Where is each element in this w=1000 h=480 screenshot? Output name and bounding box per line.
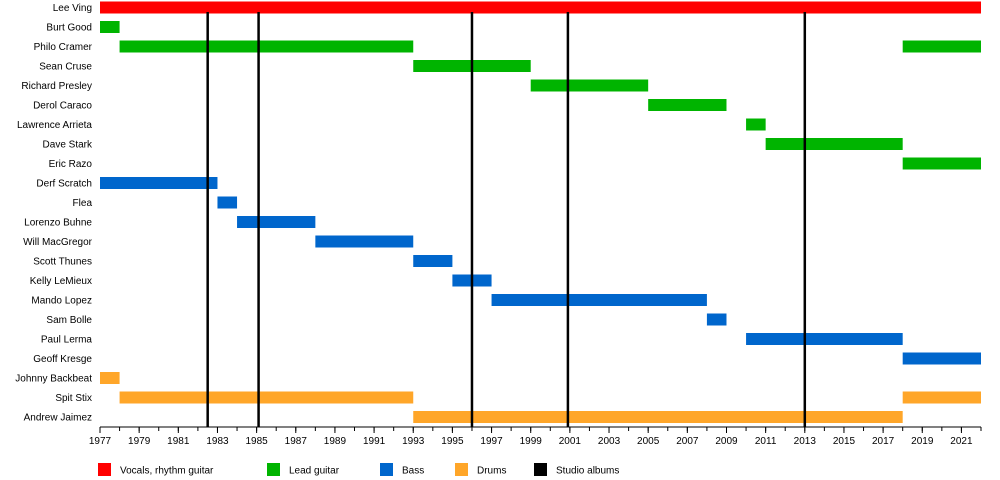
bar-sam-bolle-bass-0 (706, 313, 727, 326)
legend-label-albums: Studio albums (556, 466, 619, 477)
x-tick-label-1985: 1985 (245, 436, 268, 447)
member-name-flea: Flea (73, 198, 93, 209)
member-name-mando-lopez: Mando Lopez (31, 296, 92, 307)
x-tick-label-2021: 2021 (950, 436, 973, 447)
member-name-derol-caraco: Derol Caraco (33, 101, 92, 112)
bar-derol-caraco-lead-0 (648, 99, 727, 111)
member-name-eric-razo: Eric Razo (49, 159, 93, 170)
member-name-lee-ving: Lee Ving (53, 3, 92, 14)
member-names: Lee Ving Burt Good Philo Cramer Sean Cruse R… (15, 3, 93, 424)
legend-swatch-drums (455, 463, 468, 476)
member-bars (100, 1, 981, 423)
x-tick-label-1979: 1979 (128, 436, 151, 447)
member-name-sean-cruse: Sean Cruse (39, 62, 92, 73)
x-tick-label-2009: 2009 (715, 436, 738, 447)
member-name-dave-stark: Dave Stark (43, 140, 93, 151)
x-tick-label-1987: 1987 (285, 436, 308, 447)
x-tick-label-1993: 1993 (402, 436, 425, 447)
x-tick-label-2019: 2019 (911, 436, 934, 447)
legend-label-bass: Bass (402, 466, 424, 477)
member-name-geoff-kresge: Geoff Kresge (33, 354, 92, 365)
member-name-kelly-lemieux: Kelly LeMieux (30, 276, 92, 287)
x-tick-label-1977: 1977 (89, 436, 112, 447)
legend-label-vocals: Vocals, rhythm guitar (120, 466, 214, 477)
bar-flea-bass-0 (217, 196, 238, 209)
x-tick-label-1999: 1999 (520, 436, 543, 447)
x-tick-label-1989: 1989 (324, 436, 347, 447)
legend: Vocals, rhythm guitar Lead guitar Bass Drum… (98, 463, 619, 477)
bar-derf-scratch-bass-0 (100, 177, 218, 189)
x-tick-label-1997: 1997 (480, 436, 503, 447)
member-name-sam-bolle: Sam Bolle (46, 315, 92, 326)
x-tick-label-1983: 1983 (206, 436, 229, 447)
bar-philo-cramer-lead-0 (119, 40, 414, 53)
member-name-scott-thunes: Scott Thunes (33, 257, 92, 268)
bar-mando-lopez-bass-0 (491, 294, 707, 306)
member-name-lorenzo-buhne: Lorenzo Buhne (24, 218, 92, 229)
bar-philo-cramer-lead-1 (902, 40, 981, 53)
member-name-philo-cramer: Philo Cramer (34, 42, 93, 53)
member-name-richard-presley: Richard Presley (21, 81, 92, 92)
bar-scott-thunes-bass-0 (413, 255, 453, 267)
x-tick-label-1981: 1981 (167, 436, 190, 447)
bar-lawrence-arrieta-lead-0 (746, 118, 766, 131)
bar-paul-lerma-bass-0 (746, 333, 903, 345)
bar-dave-stark-lead-0 (765, 138, 903, 150)
bar-eric-razo-lead-0 (902, 157, 981, 170)
member-name-will-macgregor: Will MacGregor (23, 237, 93, 248)
member-name-burt-good: Burt Good (46, 23, 92, 34)
member-name-derf-scratch: Derf Scratch (36, 179, 92, 190)
bar-johnny-backbeat-drums-0 (100, 372, 120, 384)
time-axis: 1977 1979 1981 1983 1985 1987 1989 1991 1993 1995… (89, 426, 982, 447)
member-name-johnny-backbeat: Johnny Backbeat (15, 374, 92, 385)
legend-swatch-lead (267, 463, 280, 476)
legend-swatch-bass (380, 463, 393, 476)
bar-richard-presley-lead-0 (530, 79, 649, 92)
bar-will-macgregor-bass-0 (315, 235, 414, 248)
member-name-spit-stix: Spit Stix (55, 393, 92, 404)
x-tick-label-2007: 2007 (676, 436, 699, 447)
x-tick-label-1995: 1995 (441, 436, 464, 447)
legend-label-drums: Drums (477, 466, 506, 477)
bar-andrew-jaimez-drums-0 (413, 411, 903, 423)
member-name-paul-lerma: Paul Lerma (41, 335, 93, 346)
x-tick-label-2011: 2011 (755, 436, 777, 447)
member-name-andrew-jaimez: Andrew Jaimez (24, 413, 92, 424)
x-tick-label-1991: 1991 (363, 436, 386, 447)
bar-spit-stix-drums-1 (902, 391, 981, 404)
bar-lee-ving-vocals-0 (100, 1, 981, 14)
x-tick-label-2001: 2001 (559, 436, 582, 447)
x-tick-label-2013: 2013 (794, 436, 817, 447)
bar-lorenzo-buhne-bass-0 (237, 216, 316, 228)
member-name-lawrence-arrieta: Lawrence Arrieta (17, 120, 92, 131)
bar-burt-good-lead-0 (100, 21, 120, 33)
studio-album-lines (206, 12, 807, 427)
x-tick-label-2003: 2003 (598, 436, 621, 447)
legend-swatch-albums (534, 463, 547, 476)
bar-spit-stix-drums-0 (119, 391, 414, 404)
x-tick-label-2005: 2005 (637, 436, 660, 447)
x-tick-label-2017: 2017 (872, 436, 895, 447)
bar-geoff-kresge-bass-0 (902, 352, 981, 365)
legend-label-lead: Lead guitar (289, 466, 340, 477)
legend-swatch-vocals (98, 463, 111, 476)
x-tick-label-2015: 2015 (833, 436, 856, 447)
